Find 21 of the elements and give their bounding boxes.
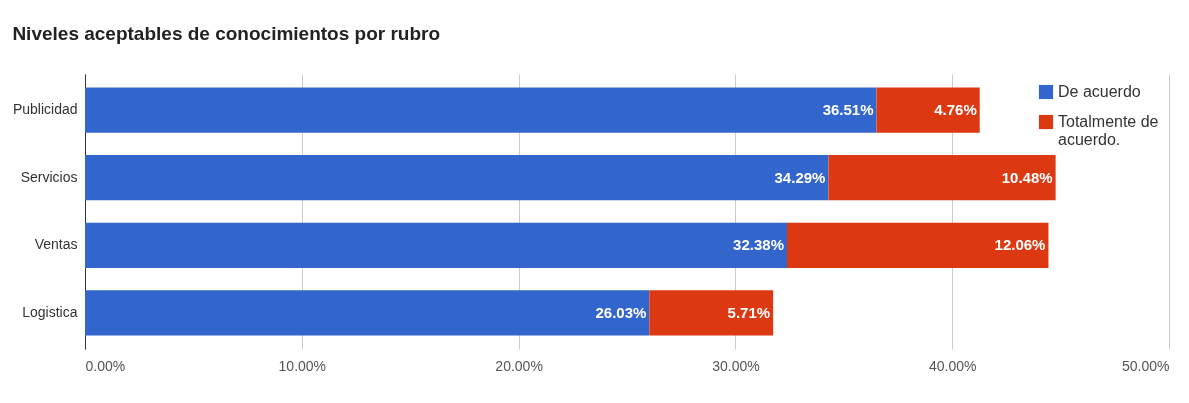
data-label: 26.03%	[595, 303, 647, 321]
x-tick-label: 50.00%	[1122, 357, 1170, 374]
y-tick-label: Publicidad	[12, 101, 78, 118]
x-tick-label: 20.00%	[495, 357, 543, 374]
data-label: 4.76%	[934, 101, 977, 119]
data-label: 34.29%	[774, 168, 826, 186]
x-tick-label: 0.00%	[85, 357, 126, 374]
data-label: 32.38%	[733, 236, 784, 254]
x-tick-label: 30.00%	[712, 357, 760, 374]
data-label: 5.71%	[727, 303, 771, 321]
data-label: 12.06%	[994, 236, 1046, 254]
legend-label: De acuerdo	[1058, 83, 1141, 100]
y-tick-label: Ventas	[34, 236, 78, 253]
y-tick-label: Logistica	[22, 303, 78, 320]
data-label: 36.51%	[822, 101, 874, 119]
data-label: 10.48%	[1001, 168, 1053, 186]
legend-label: Totalmente de acuerdo.	[1058, 113, 1159, 148]
x-tick-label: 40.00%	[928, 357, 977, 374]
x-tick-label: 10.00%	[278, 357, 327, 374]
chart-title: Niveles aceptables de conocimientos por rubro	[12, 23, 441, 44]
y-tick-label: Servicios	[20, 168, 78, 185]
